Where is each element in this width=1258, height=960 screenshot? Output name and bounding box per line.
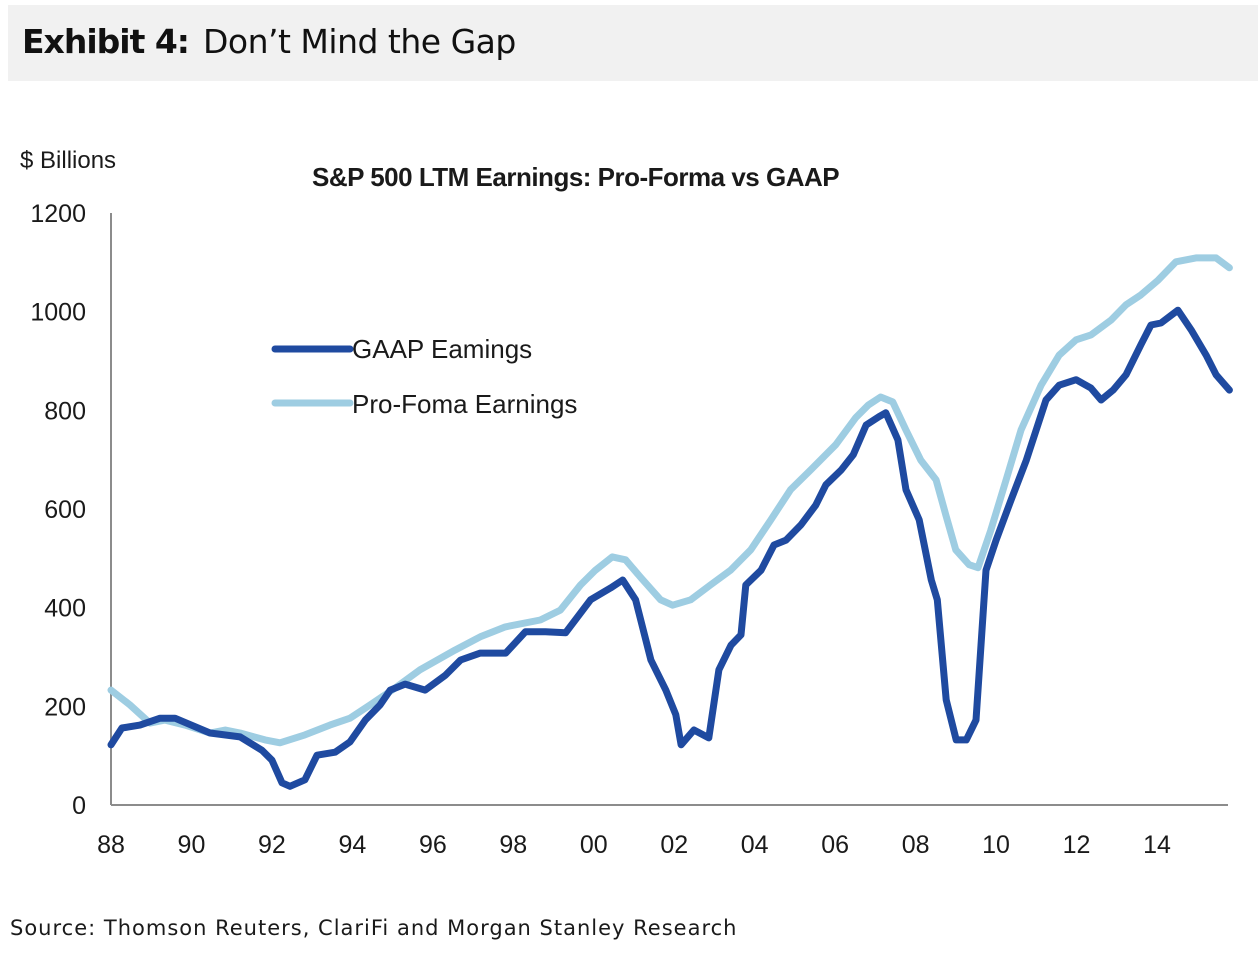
series-line-gaap <box>107 306 1233 790</box>
exhibit-name: Don’t Mind the Gap <box>203 22 516 61</box>
x-tick-label: 02 <box>660 831 688 859</box>
source-note: Source: Thomson Reuters, ClariFi and Mor… <box>10 916 738 940</box>
exhibit-number: Exhibit 4: <box>22 22 190 61</box>
y-tick-label: 1200 <box>30 200 86 228</box>
x-tick-label: 88 <box>97 831 125 859</box>
y-tick-label: 200 <box>44 693 86 721</box>
x-tick-label: 90 <box>178 831 206 859</box>
x-tick-label: 12 <box>1063 831 1091 859</box>
exhibit-title: Exhibit 4: Don’t Mind the Gap <box>22 22 516 61</box>
y-tick-label: 1000 <box>30 299 86 327</box>
x-tick-label: 98 <box>499 831 527 859</box>
x-tick-label: 14 <box>1143 831 1171 859</box>
legend: GAAP Eamings Pro-Foma Earnings <box>271 334 577 419</box>
chart-title: S&P 500 LTM Earnings: Pro-Forma vs GAAP <box>312 162 839 192</box>
legend-label-gaap: GAAP Eamings <box>352 334 532 364</box>
y-tick-labels: 0 200 400 600 800 1000 1200 <box>30 200 86 820</box>
line-chart: $ Billions S&P 500 LTM Earnings: Pro-For… <box>20 147 1233 859</box>
x-tick-labels: 88 90 92 94 96 98 00 02 04 06 08 10 12 14 <box>97 831 1171 859</box>
exhibit-header <box>8 5 1258 81</box>
y-tick-label: 400 <box>44 595 86 623</box>
x-tick-label: 04 <box>741 831 769 859</box>
x-tick-label: 00 <box>580 831 608 859</box>
y-tick-label: 800 <box>44 397 86 425</box>
x-tick-label: 10 <box>982 831 1010 859</box>
axes <box>110 213 1228 806</box>
series-lines <box>107 254 1233 790</box>
y-tick-label: 0 <box>72 792 86 820</box>
x-tick-label: 94 <box>338 831 366 859</box>
legend-label-pro-forma: Pro-Foma Earnings <box>352 389 577 419</box>
x-tick-label: 08 <box>902 831 930 859</box>
x-tick-label: 96 <box>419 831 447 859</box>
y-axis-unit-label: $ Billions <box>20 147 116 174</box>
x-tick-label: 92 <box>258 831 286 859</box>
y-tick-label: 600 <box>44 496 86 524</box>
series-line-pro-forma <box>107 254 1233 747</box>
x-tick-label: 06 <box>821 831 849 859</box>
